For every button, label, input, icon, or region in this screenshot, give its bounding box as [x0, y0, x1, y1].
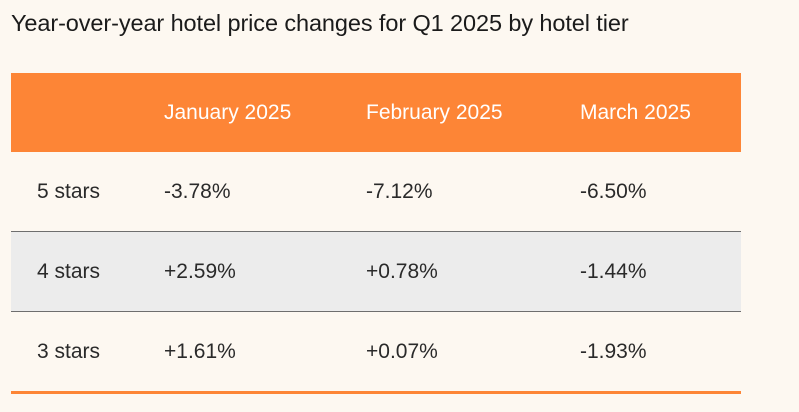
price-change-table: January 2025 February 2025 March 2025 5 …: [11, 73, 741, 394]
cell-4-stars-march: -1.44%: [580, 259, 647, 283]
table-row-4-stars: 4 stars +2.59% +0.78% -1.44%: [11, 232, 741, 312]
cell-5-stars-march: -6.50%: [580, 179, 647, 203]
table-header-row: January 2025 February 2025 March 2025: [11, 73, 741, 152]
cell-3-stars-january: +1.61%: [164, 339, 236, 363]
row-label-5-stars: 5 stars: [37, 179, 101, 203]
table-row-5-stars: 5 stars -3.78% -7.12% -6.50%: [11, 152, 741, 232]
cell-3-stars-march: -1.93%: [580, 339, 647, 363]
cell-4-stars-january: +2.59%: [164, 259, 236, 283]
cell-5-stars-february: -7.12%: [366, 179, 433, 203]
column-header-february: February 2025: [366, 100, 503, 124]
column-header-march: March 2025: [580, 100, 691, 124]
column-header-january: January 2025: [164, 100, 292, 124]
row-label-4-stars: 4 stars: [37, 259, 101, 283]
row-label-3-stars: 3 stars: [37, 339, 101, 363]
cell-5-stars-january: -3.78%: [164, 179, 231, 203]
table-row-3-stars: 3 stars +1.61% +0.07% -1.93%: [11, 312, 741, 394]
cell-3-stars-february: +0.07%: [366, 339, 438, 363]
cell-4-stars-february: +0.78%: [366, 259, 438, 283]
chart-title: Year-over-year hotel price changes for Q…: [11, 10, 629, 36]
